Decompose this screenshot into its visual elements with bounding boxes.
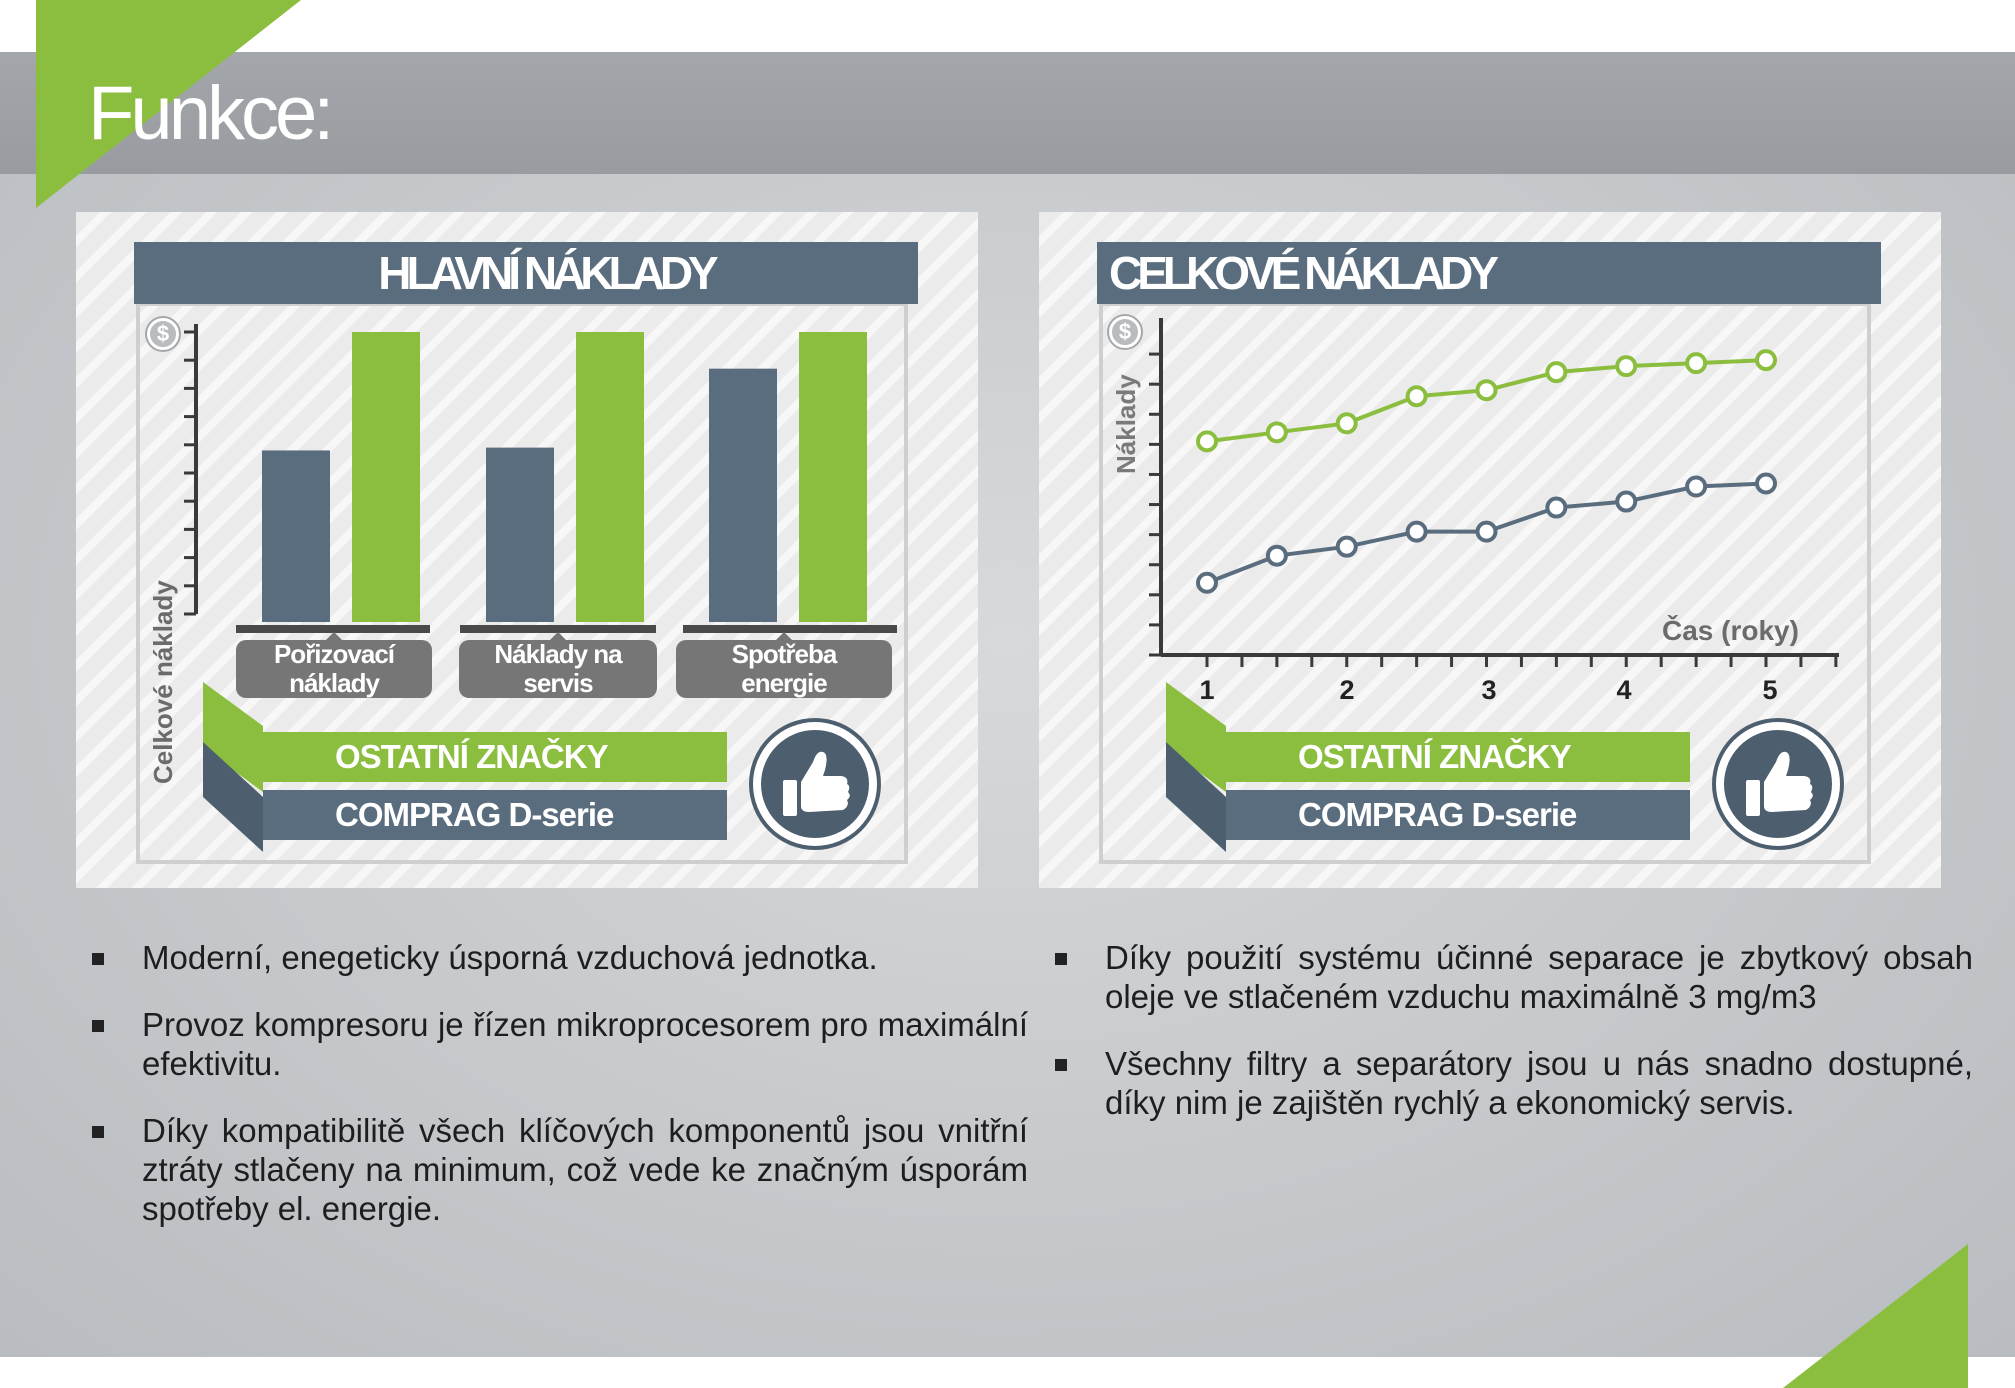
data-point [1545,361,1568,384]
x-tick-label: 2 [1339,675,1355,705]
panel-total-costs: CELKOVÉ NÁKLADY $ Náklady 1 2 3 4 5 Čas … [1039,212,1941,888]
data-point [1335,535,1358,558]
data-point [1196,571,1218,594]
panel-title: CELKOVÉ NÁKLADY [1097,242,1881,304]
data-point [1265,544,1288,567]
header-band [0,52,2015,174]
list-item: Moderní, enegeticky úsporná vzduchová je… [92,938,1028,977]
data-point [1405,520,1428,543]
bar [576,332,644,622]
data-point [1615,355,1638,378]
thumbs-up-icon [753,722,877,846]
list-item: Provoz kompresoru je řízen mikroprocesor… [92,1005,1028,1083]
category-baseline [460,625,656,633]
line-chart [1149,318,1839,667]
data-point [1405,385,1428,408]
dollar-icon: $ [147,318,179,350]
bar-chart [184,324,897,633]
panel-title: HLAVNÍ NÁKLADY [134,242,918,304]
bar [709,368,777,622]
data-point [1685,475,1708,498]
features-list-right: Díky použití systému účinné separace je … [1055,938,1973,1150]
bullet-square-icon [1055,1059,1067,1071]
legend-comprag: COMPRAG D-serie [1226,790,1690,840]
x-tick-label: 5 [1762,675,1778,705]
features-list-left: Moderní, enegeticky úsporná vzduchová je… [92,938,1028,1256]
bar [352,332,420,622]
data-point [1545,496,1568,519]
x-tick-label: 1 [1199,675,1215,705]
dollar-icon: $ [1109,316,1141,348]
x-axis-label: Čas (roky) [1662,615,1799,646]
panel-frame [136,302,908,864]
data-point [1685,352,1708,375]
data-point [1265,421,1288,444]
data-point [1755,349,1777,372]
data-point [1615,490,1638,513]
category-baseline [236,625,430,633]
bullet-square-icon [1055,953,1067,965]
panel-frame [1099,302,1871,864]
data-point [1335,412,1358,435]
category-label: Náklady na servis [459,632,657,698]
bar [262,450,330,622]
category-baseline [683,625,897,633]
category-label: Pořizovací náklady [236,632,432,698]
data-point [1755,472,1777,495]
legend-comprag: COMPRAG D-serie [263,790,727,840]
data-point [1475,379,1498,402]
bullet-square-icon [92,1020,104,1032]
bar [799,332,867,622]
panel-main-costs: HLAVNÍ NÁKLADY $ Celkové náklady Pořizov… [76,212,978,888]
legend-others: OSTATNÍ ZNAČKY [1226,732,1690,782]
list-item: Díky kompatibilitě všech klíčových kompo… [92,1111,1028,1228]
data-point [1196,430,1218,453]
bullet-square-icon [92,1126,104,1138]
bullet-square-icon [92,953,104,965]
category-label: Spotřeba energie [676,632,892,698]
data-point [1475,520,1498,543]
list-item: Všechny filtry a separátory jsou u nás s… [1055,1044,1973,1122]
page-title: Funkce: [88,71,334,156]
list-item: Díky použití systému účinné separace je … [1055,938,1973,1016]
thumbs-up-icon [1716,722,1840,846]
x-tick-label: 4 [1616,675,1632,705]
legend-others: OSTATNÍ ZNAČKY [263,732,727,782]
x-tick-label: 3 [1481,675,1497,705]
bar [486,447,554,622]
